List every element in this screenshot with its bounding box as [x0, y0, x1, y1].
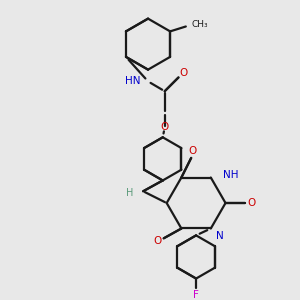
Text: O: O	[188, 146, 196, 156]
Text: CH₃: CH₃	[192, 20, 208, 29]
Text: N: N	[216, 231, 224, 241]
Text: NH: NH	[223, 169, 238, 180]
Text: O: O	[247, 198, 255, 208]
Text: O: O	[179, 68, 188, 78]
Text: F: F	[193, 290, 199, 300]
Text: H: H	[126, 188, 133, 198]
Text: HN: HN	[125, 76, 140, 86]
Text: O: O	[154, 236, 162, 246]
Text: O: O	[160, 122, 169, 133]
